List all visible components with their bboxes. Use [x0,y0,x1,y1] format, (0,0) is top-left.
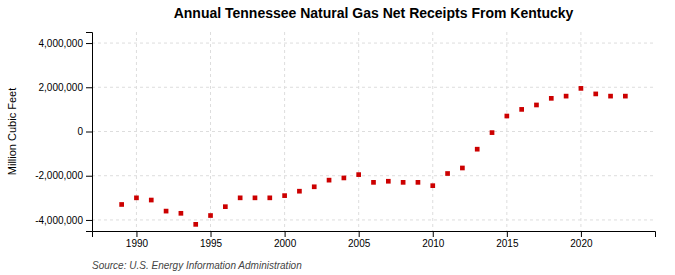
grid-line [358,32,359,231]
tick: 2005 [348,231,371,249]
tick-mark [136,231,137,237]
point [193,222,198,227]
point [608,94,613,99]
tick-mark [507,231,508,237]
point [119,202,124,207]
point [445,171,450,176]
tick-mark [433,231,434,237]
point [504,114,509,119]
point [579,86,584,91]
point [238,195,243,200]
point [519,107,524,112]
tick-label: 2005 [348,238,371,249]
point [371,180,376,185]
tick: 1990 [126,231,149,249]
tick-mark [359,231,360,237]
grid-line [432,32,433,231]
grid-line [92,43,655,44]
point [267,195,272,200]
title: Annual Tennessee Natural Gas Net Receipt… [174,5,574,21]
tick-mark [285,231,286,237]
point [490,130,495,135]
point [356,172,361,177]
tick-mark [86,220,92,221]
point [149,198,154,203]
tick-mark [86,132,92,133]
tick: 2010 [422,231,445,249]
point [475,147,480,152]
tick-label: 0 [77,126,83,137]
point [312,184,317,189]
point [386,179,391,184]
tick-label: 1995 [200,238,223,249]
tick-label: -2,000,000 [35,170,83,181]
grid-line [210,32,211,231]
tick: 1995 [200,231,223,249]
chart: 1990 1995 2000 2005 2010 2015 2020 -4,000,000 -2… [0,0,675,275]
point [134,195,139,200]
tick-label: 2000 [274,238,297,249]
y-axis: -4,000,000 -2,000,000 0 2,000,000 4,000,000 [35,33,92,232]
tick-mark [86,176,92,177]
plot: 1990 1995 2000 2005 2010 2015 2020 -4,000,000 -2… [35,32,655,249]
tick-label: 4,000,000 [39,38,84,49]
points [119,86,627,227]
tick-label: -4,000,000 [35,215,83,226]
grid-line [136,32,137,231]
point [460,166,465,171]
point [208,213,213,218]
tick-label: 2,000,000 [39,82,84,93]
tick-label: 1990 [126,238,149,249]
grid [92,32,655,231]
point [282,193,287,198]
point [430,183,435,188]
point [593,92,598,97]
grid-line [506,32,507,231]
point [564,94,569,99]
point [401,180,406,185]
point [164,209,169,214]
point [549,96,554,101]
axis-line [93,232,656,238]
axis-line [86,33,93,232]
point [223,204,228,209]
tick-label: 2015 [496,238,519,249]
point [416,180,421,185]
grid-line [580,32,581,231]
point [179,211,184,216]
tick: 2020 [570,231,593,249]
x-axis: 1990 1995 2000 2005 2010 2015 2020 [93,231,656,249]
point [534,103,539,108]
tick-label: 2010 [422,238,445,249]
tick-mark [211,231,212,237]
point [297,189,302,194]
tick: -2,000,000 [35,170,92,181]
tick: 2,000,000 [39,82,93,93]
tick-label: 2020 [570,238,593,249]
tick-mark [581,231,582,237]
grid-line [92,219,655,220]
grid-line [92,175,655,176]
grid-line [92,87,655,88]
tick: 0 [77,126,92,137]
grid-line [284,32,285,231]
tick: 2015 [496,231,519,249]
source: Source: U.S. Energy Information Administ… [92,260,302,271]
tick-mark [86,87,92,88]
y-axis-title: Million Cubic Feet [6,88,18,175]
point [342,176,347,181]
grid-line [92,131,655,132]
tick: 2000 [274,231,297,249]
tick: 4,000,000 [39,38,93,49]
tick-mark [86,43,92,44]
point [327,178,332,183]
tick: -4,000,000 [35,215,92,226]
point [623,94,628,99]
point [253,195,258,200]
